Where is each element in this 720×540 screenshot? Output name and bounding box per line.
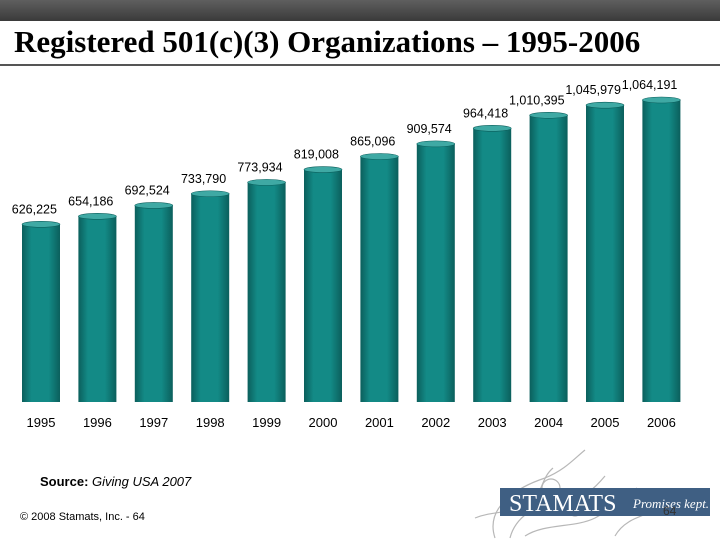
bar-top-2000: [303, 166, 343, 173]
bar-2006: [642, 100, 681, 402]
bar-chart: 626,225 1995 654,186 1996 692,524 1997 733,790…: [12, 78, 681, 430]
data-label-2003: 964,418: [463, 106, 508, 120]
source-value: Giving USA 2007: [92, 474, 192, 489]
slide-number: 64: [663, 504, 677, 518]
data-label-1997: 692,524: [125, 183, 170, 197]
slide-title: Registered 501(c)(3) Organizations – 199…: [14, 24, 641, 59]
x-tick-2006: 2006: [647, 415, 676, 430]
bar-1996: [78, 216, 117, 402]
bar-2000: [304, 169, 342, 402]
bar-top-1998: [190, 190, 230, 198]
data-label-2005: 1,045,979: [565, 83, 621, 97]
bar-2004: [529, 115, 568, 403]
x-tick-1996: 1996: [83, 415, 112, 430]
bar-top-2003: [472, 125, 512, 132]
x-tick-1998: 1998: [196, 415, 225, 430]
data-label-2000: 819,008: [294, 148, 339, 162]
bar-1999: [247, 182, 286, 402]
brand-name: STAMATS: [509, 491, 616, 517]
bar-top-1996: [78, 213, 117, 220]
data-label-2001: 865,096: [350, 134, 395, 148]
bar-2001: [360, 156, 399, 402]
bar-1998: [191, 193, 230, 402]
x-tick-2002: 2002: [421, 415, 450, 430]
bar-top-2001: [360, 153, 399, 160]
source-label: Source:: [40, 474, 89, 489]
source-note: Source: Giving USA 2007: [40, 474, 191, 489]
bar-2002: [416, 143, 455, 402]
data-label-1999: 773,934: [237, 160, 282, 174]
bar-top-2005: [585, 101, 625, 109]
title-divider: [0, 64, 720, 66]
x-tick-1995: 1995: [27, 415, 56, 430]
bar-2005: [586, 105, 624, 402]
data-label-1995: 626,225: [12, 202, 57, 216]
x-tick-2000: 2000: [309, 415, 338, 430]
bar-top-2002: [416, 140, 456, 148]
data-label-2006: 1,064,191: [622, 78, 678, 92]
brand-tagline: Promises kept.: [632, 496, 709, 511]
bar-1997: [134, 205, 173, 402]
stamats-logo: STAMATS Promises kept.: [474, 449, 710, 539]
bar-2003: [473, 128, 512, 402]
brand-bar: [500, 488, 710, 516]
x-tick-1999: 1999: [252, 415, 281, 430]
copyright-notice: © 2008 Stamats, Inc. - 64: [20, 511, 145, 523]
bar-top-1997: [134, 202, 174, 209]
data-label-2004: 1,010,395: [509, 93, 565, 107]
top-banner: [0, 0, 720, 21]
bar-top-2004: [529, 111, 568, 119]
x-tick-2003: 2003: [478, 415, 507, 430]
x-tick-1997: 1997: [139, 415, 168, 430]
bar-top-1995: [21, 220, 61, 228]
data-label-1998: 733,790: [181, 172, 226, 186]
bar-top-2006: [642, 96, 681, 104]
x-tick-2005: 2005: [591, 415, 620, 430]
data-label-2002: 909,574: [407, 122, 452, 136]
x-tick-2004: 2004: [534, 415, 563, 430]
x-tick-2001: 2001: [365, 415, 394, 430]
bar-1995: [22, 224, 60, 402]
bar-top-1999: [247, 179, 286, 186]
data-label-1996: 654,186: [68, 194, 113, 208]
